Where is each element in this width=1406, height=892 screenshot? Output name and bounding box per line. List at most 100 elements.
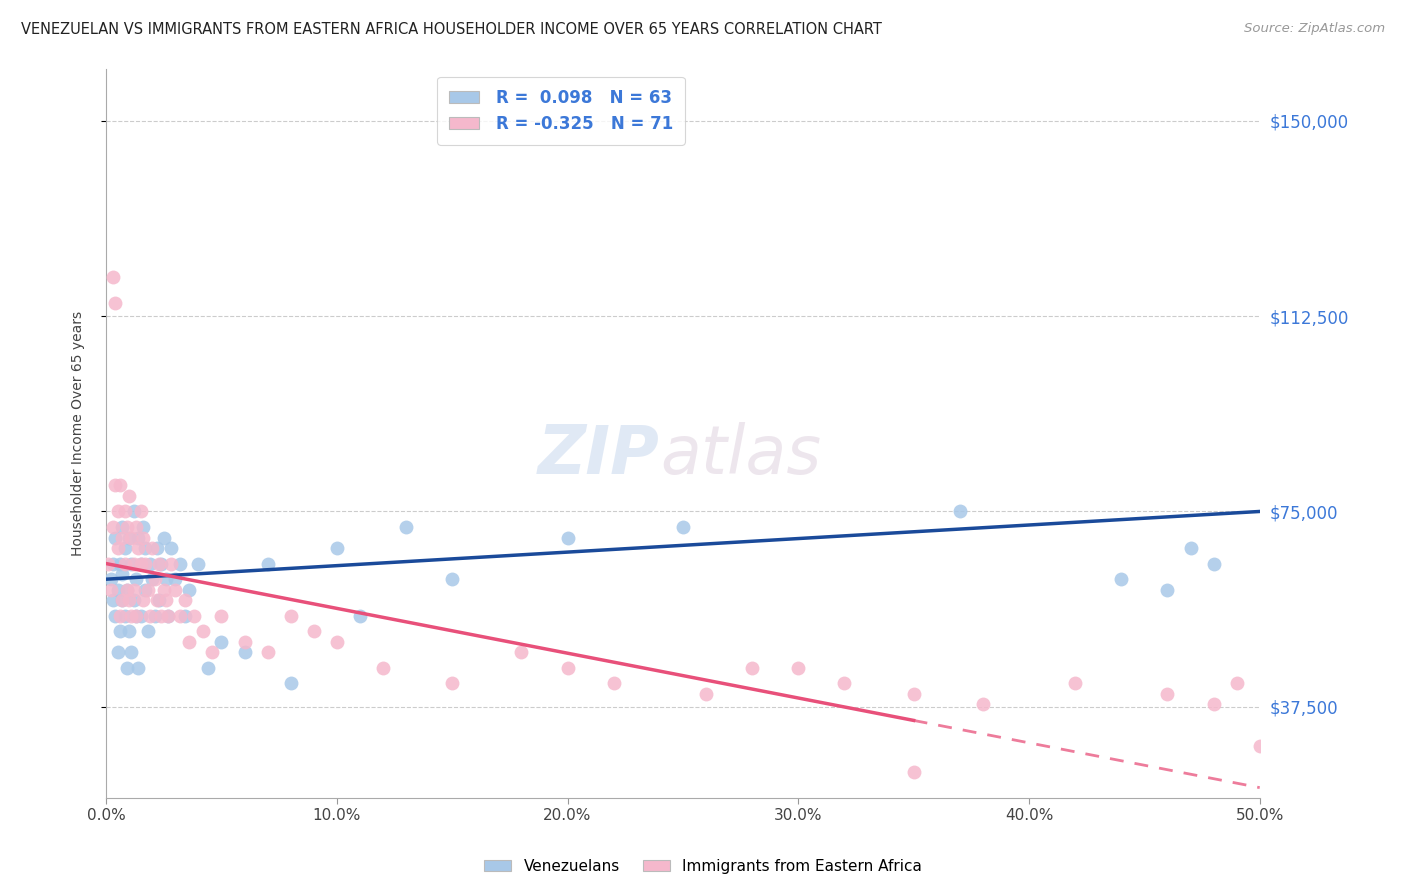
Point: [280, 676, 302, 690]
Point: [115, 520, 138, 534]
Point: [141, 541, 163, 555]
Point: [118, 593, 141, 607]
Point: [302, 624, 325, 639]
Point: [395, 520, 418, 534]
Point: [122, 557, 145, 571]
Point: [114, 608, 136, 623]
Point: [672, 520, 695, 534]
Point: [903, 764, 925, 779]
Point: [972, 698, 994, 712]
Text: Source: ZipAtlas.com: Source: ZipAtlas.com: [1244, 22, 1385, 36]
Point: [114, 557, 136, 571]
Point: [111, 531, 134, 545]
Point: [169, 608, 191, 623]
Point: [111, 566, 134, 581]
Point: [152, 582, 174, 597]
Point: [1249, 739, 1271, 753]
Point: [157, 608, 180, 623]
Point: [118, 489, 141, 503]
Point: [159, 541, 181, 555]
Point: [108, 608, 131, 623]
Point: [125, 520, 148, 534]
Point: [111, 593, 134, 607]
Point: [120, 608, 142, 623]
Point: [441, 676, 464, 690]
Point: [136, 582, 159, 597]
Point: [118, 624, 141, 639]
Legend: R =  0.098   N = 63, R = -0.325   N = 71: R = 0.098 N = 63, R = -0.325 N = 71: [437, 77, 685, 145]
Point: [1109, 572, 1132, 586]
Point: [741, 661, 763, 675]
Point: [125, 608, 148, 623]
Point: [150, 608, 173, 623]
Point: [159, 557, 181, 571]
Point: [191, 624, 214, 639]
Point: [1156, 687, 1178, 701]
Point: [97, 557, 120, 571]
Point: [108, 557, 131, 571]
Point: [371, 661, 394, 675]
Point: [139, 557, 162, 571]
Point: [129, 557, 152, 571]
Point: [108, 624, 131, 639]
Point: [104, 608, 127, 623]
Point: [209, 608, 232, 623]
Point: [157, 608, 180, 623]
Point: [834, 676, 856, 690]
Point: [1202, 698, 1225, 712]
Point: [122, 582, 145, 597]
Point: [122, 593, 145, 607]
Point: [787, 661, 810, 675]
Point: [187, 557, 209, 571]
Point: [256, 557, 278, 571]
Point: [201, 645, 224, 659]
Point: [1180, 541, 1202, 555]
Point: [557, 531, 579, 545]
Point: [949, 504, 972, 518]
Point: [129, 557, 152, 571]
Point: [183, 608, 205, 623]
Point: [101, 520, 124, 534]
Point: [114, 541, 136, 555]
Point: [1202, 557, 1225, 571]
Point: [111, 520, 134, 534]
Point: [179, 634, 201, 648]
Point: [148, 557, 170, 571]
Point: [104, 296, 127, 310]
Point: [173, 608, 195, 623]
Point: [101, 593, 124, 607]
Point: [146, 593, 169, 607]
Point: [118, 531, 141, 545]
Point: [148, 593, 170, 607]
Point: [602, 676, 624, 690]
Point: [1226, 676, 1249, 690]
Point: [108, 478, 131, 492]
Point: [326, 541, 349, 555]
Point: [120, 645, 142, 659]
Point: [903, 687, 925, 701]
Point: [134, 557, 156, 571]
Point: [326, 634, 349, 648]
Point: [107, 582, 129, 597]
Point: [120, 557, 142, 571]
Point: [115, 661, 138, 675]
Point: [150, 557, 173, 571]
Point: [132, 593, 155, 607]
Text: atlas: atlas: [659, 422, 821, 488]
Point: [100, 582, 122, 597]
Point: [101, 557, 124, 571]
Legend: Venezuelans, Immigrants from Eastern Africa: Venezuelans, Immigrants from Eastern Afr…: [478, 853, 928, 880]
Point: [125, 572, 148, 586]
Point: [136, 624, 159, 639]
Point: [127, 531, 149, 545]
Point: [132, 531, 155, 545]
Point: [441, 572, 464, 586]
Point: [233, 634, 256, 648]
Point: [127, 661, 149, 675]
Point: [104, 531, 127, 545]
Point: [510, 645, 533, 659]
Point: [132, 520, 155, 534]
Point: [122, 504, 145, 518]
Point: [280, 608, 302, 623]
Point: [114, 504, 136, 518]
